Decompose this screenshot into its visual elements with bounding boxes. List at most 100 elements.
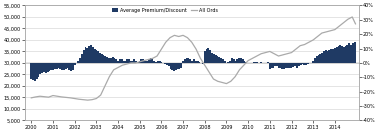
Bar	[32, 63, 34, 80]
Bar	[211, 53, 213, 63]
Bar	[159, 61, 161, 63]
Bar	[153, 61, 155, 63]
Bar	[64, 63, 66, 69]
Bar	[218, 57, 220, 63]
Bar	[155, 62, 157, 63]
Bar	[144, 61, 146, 63]
Bar	[209, 50, 211, 63]
Bar	[151, 59, 153, 63]
Bar	[124, 61, 126, 63]
Bar	[57, 63, 60, 68]
Bar	[105, 56, 106, 63]
Bar	[99, 53, 101, 63]
Bar	[169, 63, 171, 69]
Bar	[269, 63, 271, 69]
Bar	[66, 63, 69, 68]
Bar	[285, 63, 287, 68]
Bar	[79, 58, 81, 63]
Bar	[164, 63, 166, 64]
Bar	[68, 63, 70, 70]
Bar	[96, 50, 97, 63]
Bar	[220, 58, 222, 63]
Bar	[130, 61, 132, 63]
Bar	[330, 49, 332, 63]
Bar	[296, 63, 298, 68]
Bar	[280, 63, 282, 68]
Bar	[70, 63, 72, 71]
Bar	[160, 62, 162, 63]
Bar	[74, 63, 76, 65]
Bar	[318, 55, 319, 63]
Bar	[294, 63, 296, 66]
Bar	[72, 63, 74, 70]
Bar	[184, 59, 186, 63]
Bar	[229, 61, 231, 63]
Bar	[202, 63, 204, 64]
Bar	[292, 63, 294, 67]
Bar	[126, 59, 128, 63]
Bar	[119, 59, 121, 63]
Bar	[113, 58, 115, 63]
Bar	[256, 62, 258, 63]
Bar	[61, 63, 63, 70]
Bar	[43, 63, 45, 72]
Bar	[298, 63, 300, 66]
Bar	[198, 62, 200, 63]
Bar	[88, 46, 90, 63]
Bar	[115, 59, 117, 63]
Bar	[341, 46, 343, 63]
Bar	[34, 63, 36, 81]
Bar	[189, 59, 191, 63]
Bar	[166, 63, 168, 65]
Bar	[56, 63, 58, 69]
Bar	[254, 62, 256, 63]
Bar	[273, 63, 274, 68]
Bar	[92, 47, 94, 63]
Bar	[352, 43, 354, 63]
Bar	[215, 55, 216, 63]
Bar	[350, 45, 352, 63]
Bar	[274, 63, 276, 66]
Bar	[338, 46, 340, 63]
Bar	[86, 48, 88, 63]
Bar	[146, 61, 148, 63]
Bar	[117, 61, 119, 63]
Bar	[128, 59, 130, 63]
Bar	[323, 51, 325, 63]
Bar	[85, 47, 86, 63]
Bar	[81, 54, 83, 63]
Bar	[150, 58, 152, 63]
Bar	[354, 42, 356, 63]
Bar	[179, 63, 180, 69]
Bar	[30, 63, 32, 79]
Bar	[238, 58, 240, 63]
Bar	[102, 55, 105, 63]
Bar	[242, 59, 244, 63]
Legend: Average Premium/Discount, All Ords: Average Premium/Discount, All Ords	[110, 6, 220, 14]
Bar	[271, 63, 273, 68]
Bar	[303, 63, 305, 65]
Bar	[231, 58, 233, 63]
Bar	[83, 50, 85, 63]
Bar	[135, 61, 137, 63]
Bar	[287, 63, 289, 68]
Bar	[240, 58, 242, 63]
Bar	[122, 61, 124, 63]
Bar	[205, 49, 207, 63]
Bar	[132, 61, 133, 63]
Bar	[321, 53, 323, 63]
Bar	[282, 63, 283, 69]
Bar	[97, 51, 99, 63]
Bar	[175, 63, 177, 70]
Bar	[168, 63, 169, 66]
Bar	[233, 59, 235, 63]
Bar	[143, 59, 144, 63]
Bar	[222, 59, 224, 63]
Bar	[36, 63, 38, 79]
Bar	[148, 59, 150, 63]
Bar	[278, 63, 280, 68]
Bar	[227, 62, 229, 63]
Bar	[327, 51, 329, 63]
Bar	[224, 61, 226, 63]
Bar	[110, 58, 112, 63]
